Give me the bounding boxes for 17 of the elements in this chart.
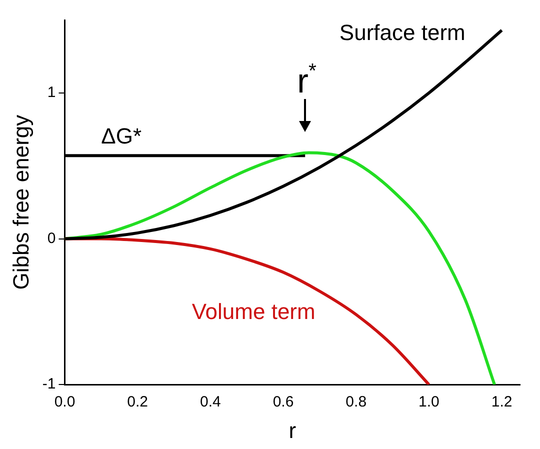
x-tick-label: 1.0 <box>418 394 440 411</box>
x-tick-label: 0.8 <box>346 394 367 411</box>
x-tick-label: 0.2 <box>127 394 148 411</box>
x-tick-label: 0.6 <box>272 394 294 411</box>
x-tick-label: 1.2 <box>491 394 512 411</box>
y-tick-label: 0 <box>47 230 56 247</box>
line-series <box>64 237 430 385</box>
x-tick-label: 0.4 <box>200 394 221 411</box>
y-tick-label: -1 <box>42 376 56 393</box>
y-tick-label: 1 <box>47 84 56 102</box>
x-axis-title: r <box>288 418 296 443</box>
y-axis-title: Gibbs free energy <box>8 114 34 290</box>
series-label: Surface term <box>339 20 466 46</box>
annotation: r* <box>297 60 316 101</box>
x-tick-label: 0.0 <box>54 394 76 411</box>
series-label: Volume term <box>192 298 316 324</box>
annotation: ΔG* <box>101 124 142 149</box>
